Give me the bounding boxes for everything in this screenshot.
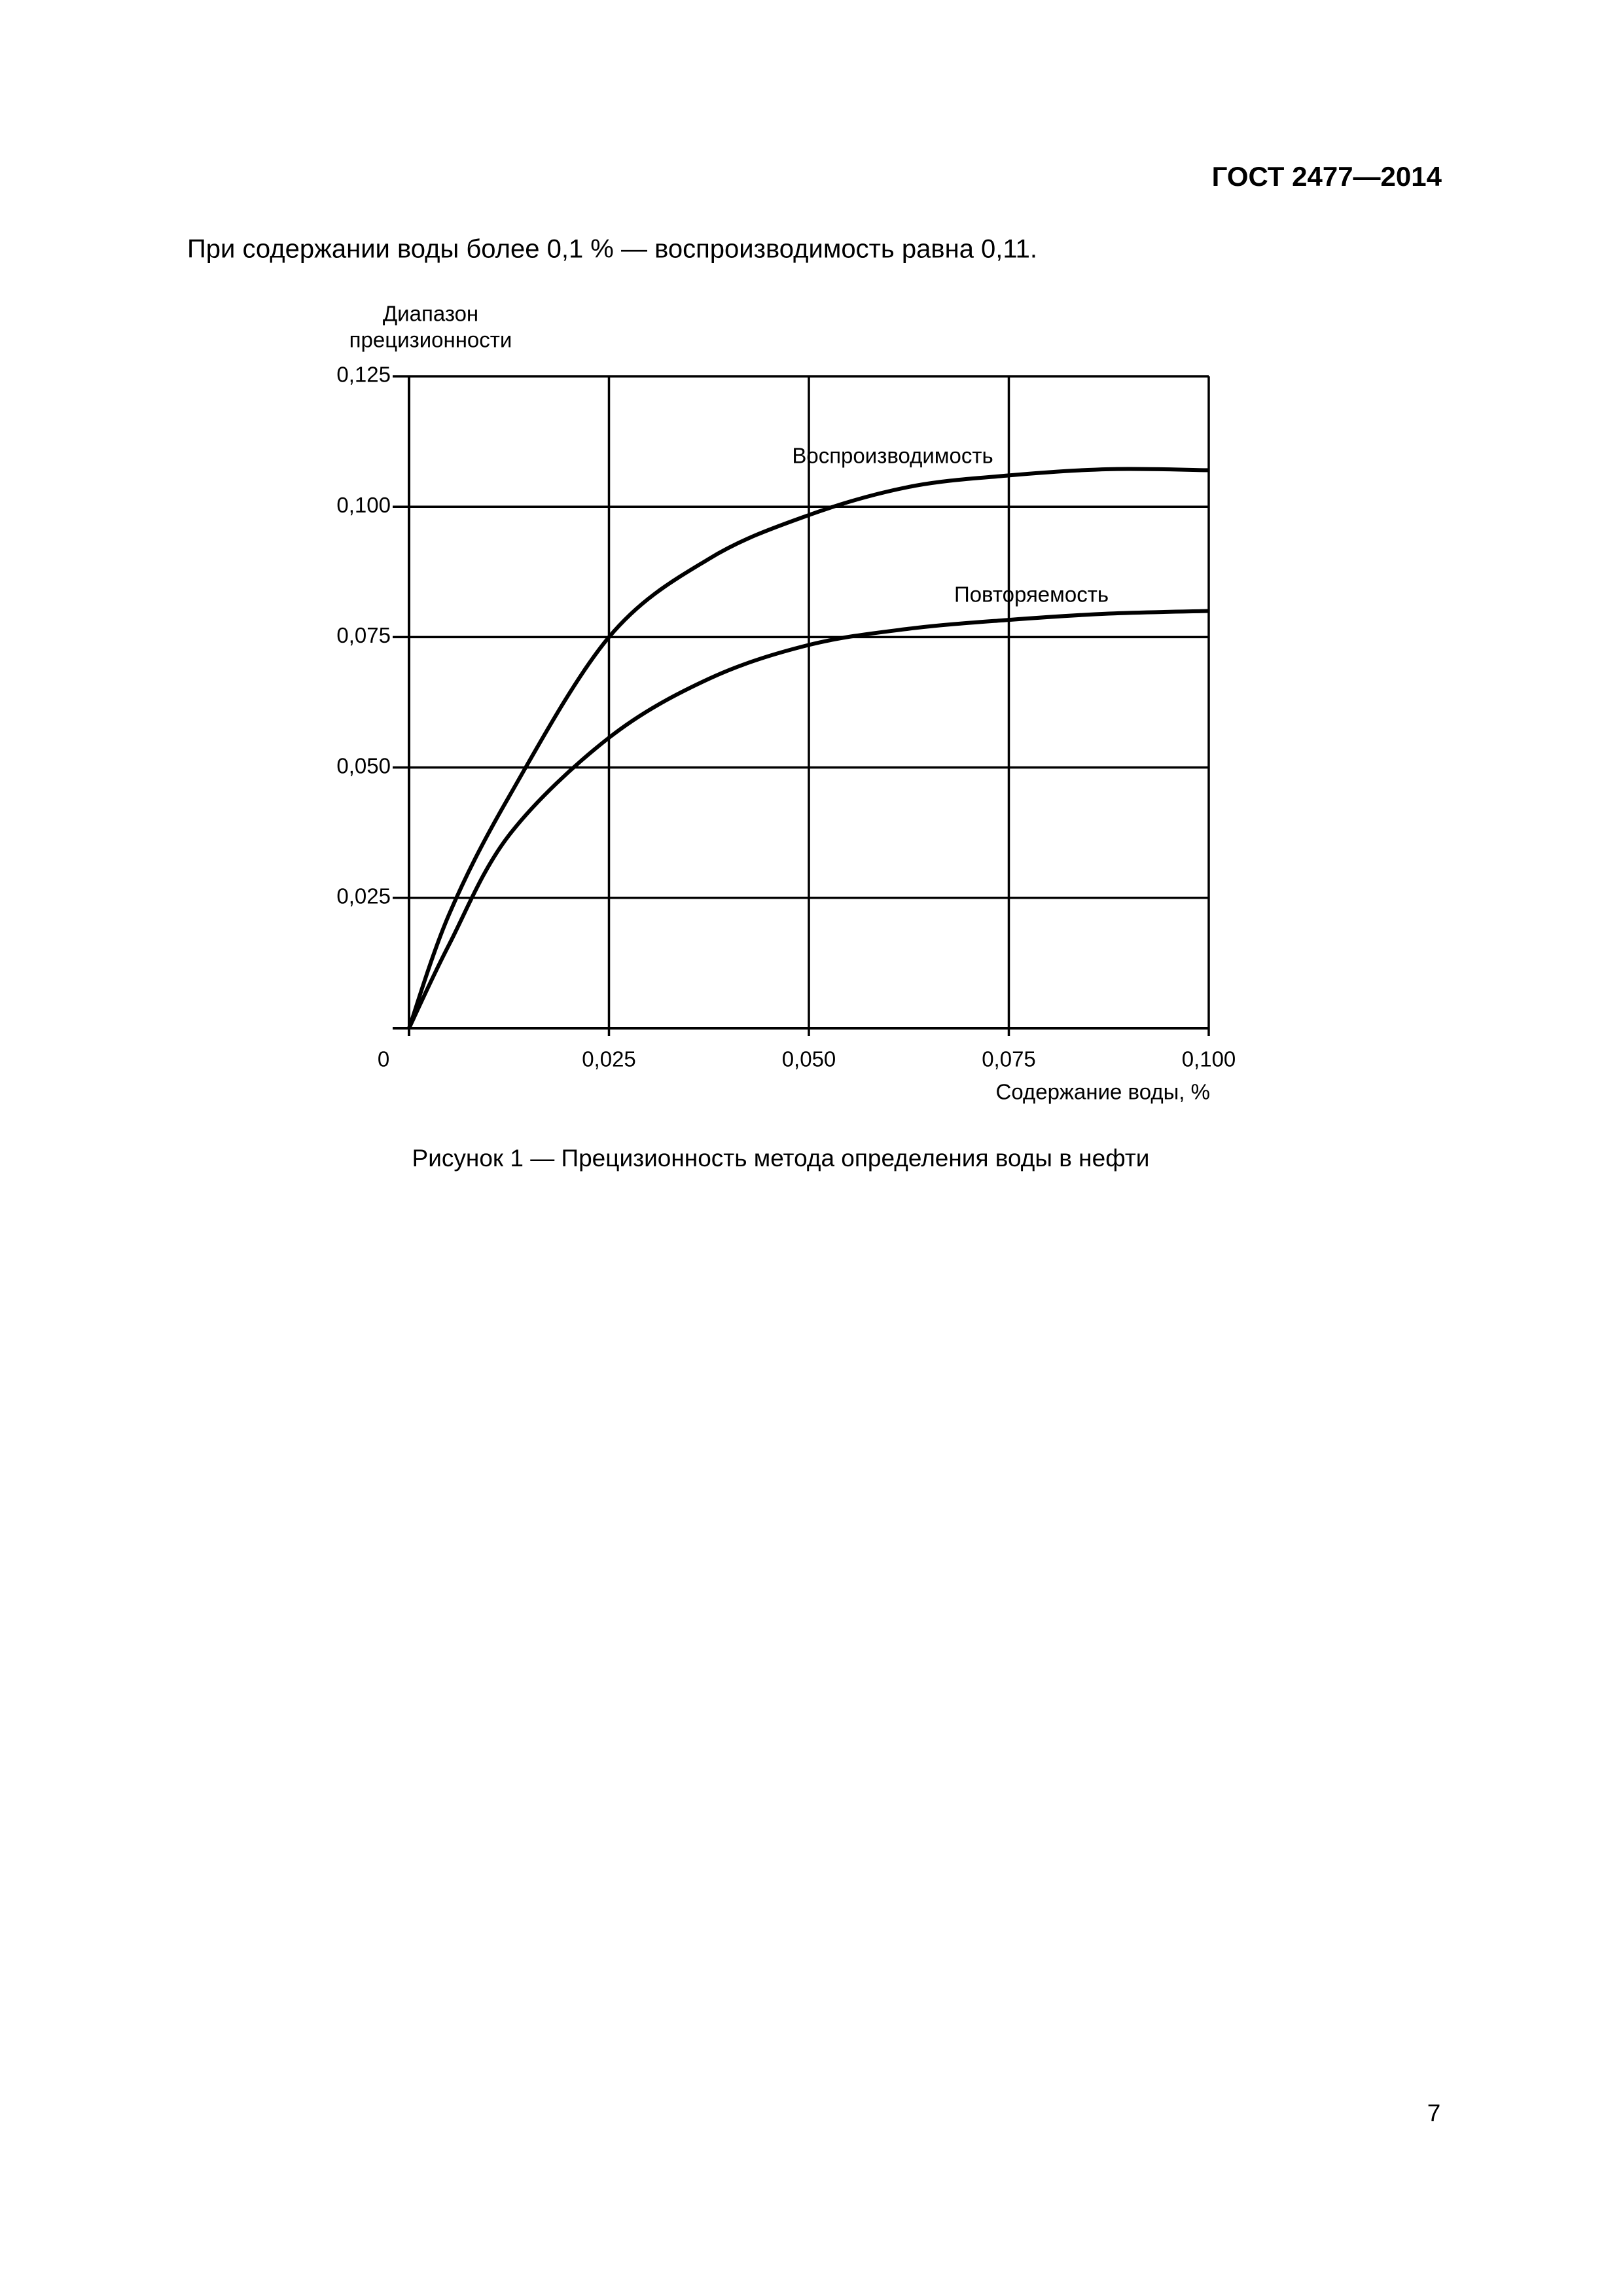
series-line: [407, 467, 1209, 1029]
series-line: [407, 609, 1209, 1030]
paragraph: При содержании воды более 0,1 % — воспро…: [187, 235, 1037, 264]
x-tick-label: 0,100: [1182, 1047, 1236, 1071]
x-tick-label: 0: [378, 1047, 389, 1071]
y-tick-label: 0,100: [336, 493, 391, 517]
caption: Рисунок 1 — Прецизионность метода опреде…: [412, 1145, 1150, 1172]
x-tick-label: 0,075: [982, 1047, 1036, 1071]
page-number: 7: [1427, 2100, 1441, 2126]
header-title: ГОСТ 2477—2014: [1212, 161, 1442, 192]
y-tick-label: 0,075: [336, 623, 391, 647]
y-axis-label: прецизионности: [349, 328, 512, 352]
series-label: Воспроизводимость: [792, 444, 993, 468]
x-tick-label: 0,050: [782, 1047, 836, 1071]
series-label: Повторяемость: [954, 583, 1109, 607]
y-tick-label: 0,050: [336, 753, 391, 778]
x-axis-label: Содержание воды, %: [996, 1080, 1210, 1104]
x-tick-label: 0,025: [582, 1047, 636, 1071]
y-tick-label: 0,025: [336, 884, 391, 908]
y-tick-label: 0,125: [336, 363, 391, 387]
y-axis-label: Диапазон: [383, 302, 478, 326]
